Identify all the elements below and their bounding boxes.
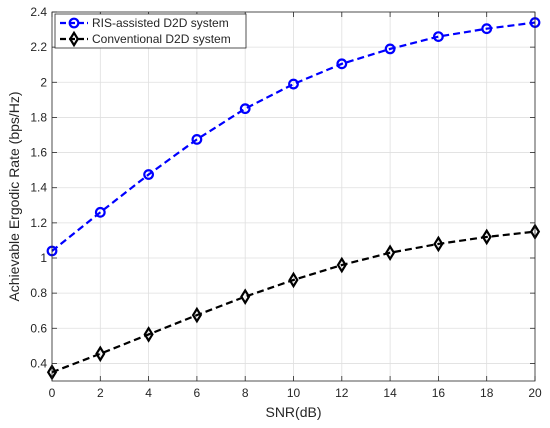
- data-point: [143, 326, 154, 343]
- data-point: [191, 306, 202, 324]
- x-tick-label: 0: [49, 386, 56, 400]
- data-point: [385, 244, 396, 262]
- x-tick-label: 18: [480, 386, 494, 400]
- x-tick-label: 14: [383, 386, 397, 400]
- y-axis-label: Achievable Ergodic Rate (bps/Hz): [6, 91, 22, 301]
- data-point: [240, 288, 251, 305]
- legend-box: [54, 13, 247, 49]
- legend-marker: [68, 30, 80, 48]
- data-point: [191, 133, 203, 145]
- x-tick-label: 8: [242, 386, 249, 400]
- legend-label: Conventional D2D system: [92, 32, 231, 46]
- y-tick-label: 2: [40, 75, 47, 89]
- y-tick-label: 0.8: [30, 286, 47, 300]
- legend-item: RIS-assisted D2D system: [60, 16, 229, 30]
- data-point: [288, 271, 299, 289]
- legend-item: Conventional D2D system: [60, 30, 231, 48]
- x-tick-label: 2: [97, 386, 104, 400]
- y-tick-label: 0.4: [30, 356, 47, 370]
- x-tick-label: 20: [528, 386, 542, 400]
- series-layer: [46, 17, 541, 381]
- series-conventional: [46, 223, 541, 381]
- data-point: [433, 235, 444, 253]
- legend: RIS-assisted D2D system Conventional D2D …: [54, 13, 247, 49]
- data-point: [433, 31, 444, 42]
- x-tick-label: 6: [194, 386, 201, 400]
- y-tick-label: 2.4: [30, 5, 47, 19]
- series-line: [51, 21, 536, 252]
- data-point: [384, 43, 396, 55]
- data-point: [95, 345, 106, 363]
- series-line: [51, 230, 536, 374]
- y-tick-label: 1: [40, 251, 47, 265]
- series-ris-assisted: [46, 17, 541, 257]
- y-tick-label: 2.2: [30, 40, 47, 54]
- data-point: [143, 169, 155, 180]
- data-point: [239, 103, 251, 115]
- x-tick-label: 10: [287, 386, 301, 400]
- y-tick-label: 1.2: [30, 216, 47, 230]
- axis-ticks: 0 2 4 6 8 10 12 14 16 18 20 0.4 0.6 0.8 1 1.2 1.4 1.6 1.8 2…: [30, 5, 542, 400]
- legend-marker: [68, 17, 80, 29]
- legend-label: RIS-assisted D2D system: [92, 16, 229, 30]
- x-tick-label: 16: [432, 386, 446, 400]
- x-tick-label: 4: [145, 386, 152, 400]
- y-tick-label: 1.8: [30, 110, 47, 124]
- x-axis-label: SNR(dB): [265, 404, 321, 420]
- y-tick-label: 0.6: [30, 321, 47, 335]
- data-point: [288, 78, 299, 90]
- data-point: [481, 228, 492, 246]
- data-point: [94, 206, 106, 218]
- data-point: [336, 58, 348, 70]
- x-tick-label: 12: [335, 386, 349, 400]
- data-point: [481, 23, 493, 35]
- y-tick-label: 1.6: [30, 146, 47, 160]
- legend-items: RIS-assisted D2D system Conventional D2D …: [60, 16, 231, 48]
- y-tick-label: 1.4: [30, 181, 47, 195]
- data-point: [336, 256, 347, 274]
